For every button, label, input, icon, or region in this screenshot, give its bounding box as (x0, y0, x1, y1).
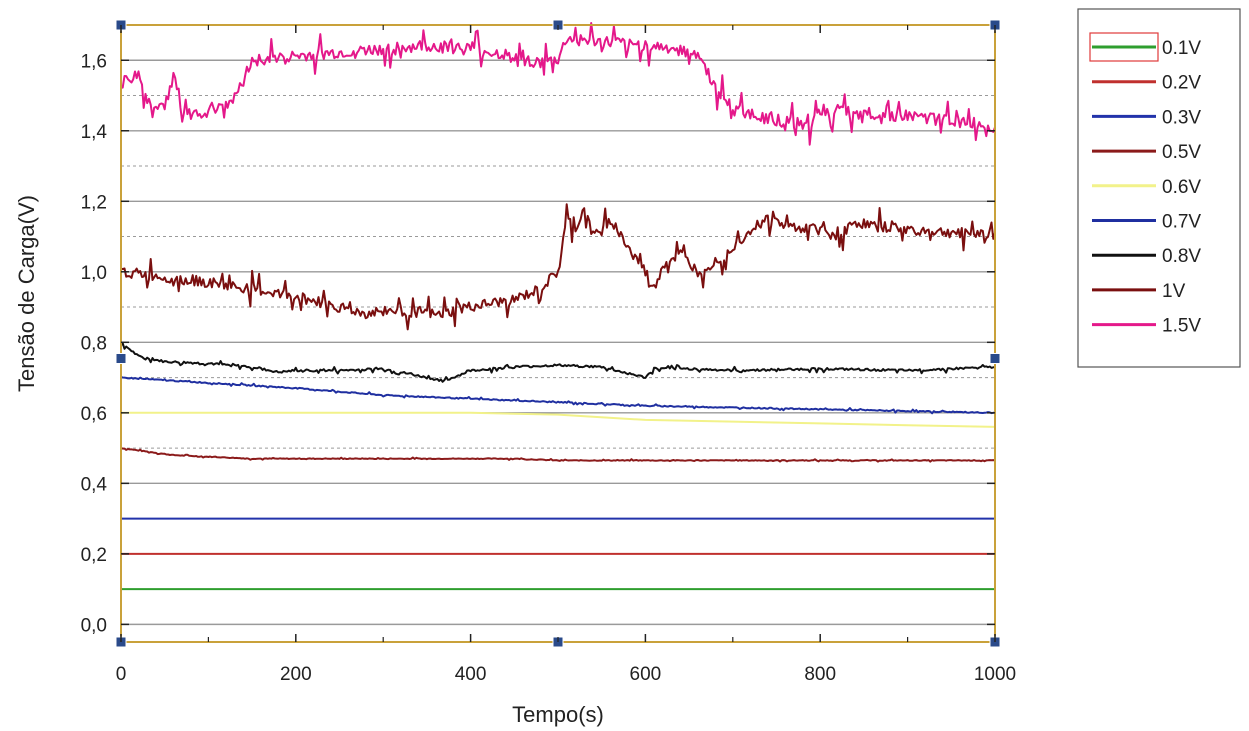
x-tick-label: 600 (630, 664, 662, 685)
grid-layer (121, 59, 995, 626)
legend-label-0.6V: 0.6V (1162, 177, 1201, 198)
series-line-0.7V (120, 376, 995, 415)
y-tick-label: 1,2 (81, 192, 107, 213)
x-tick-label: 800 (804, 664, 836, 685)
y-tick-label: 1,4 (81, 122, 108, 143)
y-tick-label: 0,4 (81, 474, 108, 495)
legend-label-0.1V: 0.1V (1162, 38, 1201, 59)
x-tick-label: 1000 (974, 664, 1016, 685)
legend-box (1077, 8, 1241, 368)
frame-handle (989, 353, 1001, 364)
y-tick-label: 1,6 (81, 51, 107, 72)
series-layer (120, 22, 996, 591)
legend-label-1V: 1V (1162, 281, 1186, 302)
x-tick-label: 200 (280, 664, 312, 685)
series-line-1.5V (121, 22, 996, 146)
series-line-0.6V (121, 411, 996, 428)
series-line-1V (120, 203, 996, 331)
ticks-layer: 0 200 400 600 800 1000 0,0 0,2 0,4 0,6 0,8 1,0 1,2 1,… (81, 25, 1016, 685)
x-tick-label: 400 (455, 664, 487, 685)
series-line-0.5V (120, 447, 996, 463)
legend-label-0.8V: 0.8V (1162, 246, 1201, 267)
y-tick-label: 0,0 (81, 615, 107, 636)
frame-handle (115, 353, 127, 364)
series-line-0.8V (120, 342, 996, 383)
legend-label-1.5V: 1.5V (1162, 316, 1201, 337)
x-axis-title: Tempo(s) (512, 702, 604, 727)
x-tick-label: 0 (116, 664, 127, 685)
y-tick-label: 0,8 (81, 333, 107, 354)
legend: 0.1V 0.2V 0.3V 0.5V 0.6V 0.7V 0.8V 1V 1.5V (1077, 8, 1241, 368)
legend-label-0.5V: 0.5V (1162, 142, 1201, 163)
y-tick-label: 1,0 (81, 263, 107, 284)
legend-label-0.2V: 0.2V (1162, 73, 1201, 94)
legend-label-0.3V: 0.3V (1162, 107, 1201, 128)
y-tick-label: 0,6 (81, 404, 107, 425)
y-axis-title: Tensão de Carga(V) (14, 195, 39, 392)
legend-label-0.7V: 0.7V (1162, 212, 1201, 233)
legend-selection-box (1089, 32, 1159, 62)
y-tick-label: 0,2 (81, 545, 107, 566)
